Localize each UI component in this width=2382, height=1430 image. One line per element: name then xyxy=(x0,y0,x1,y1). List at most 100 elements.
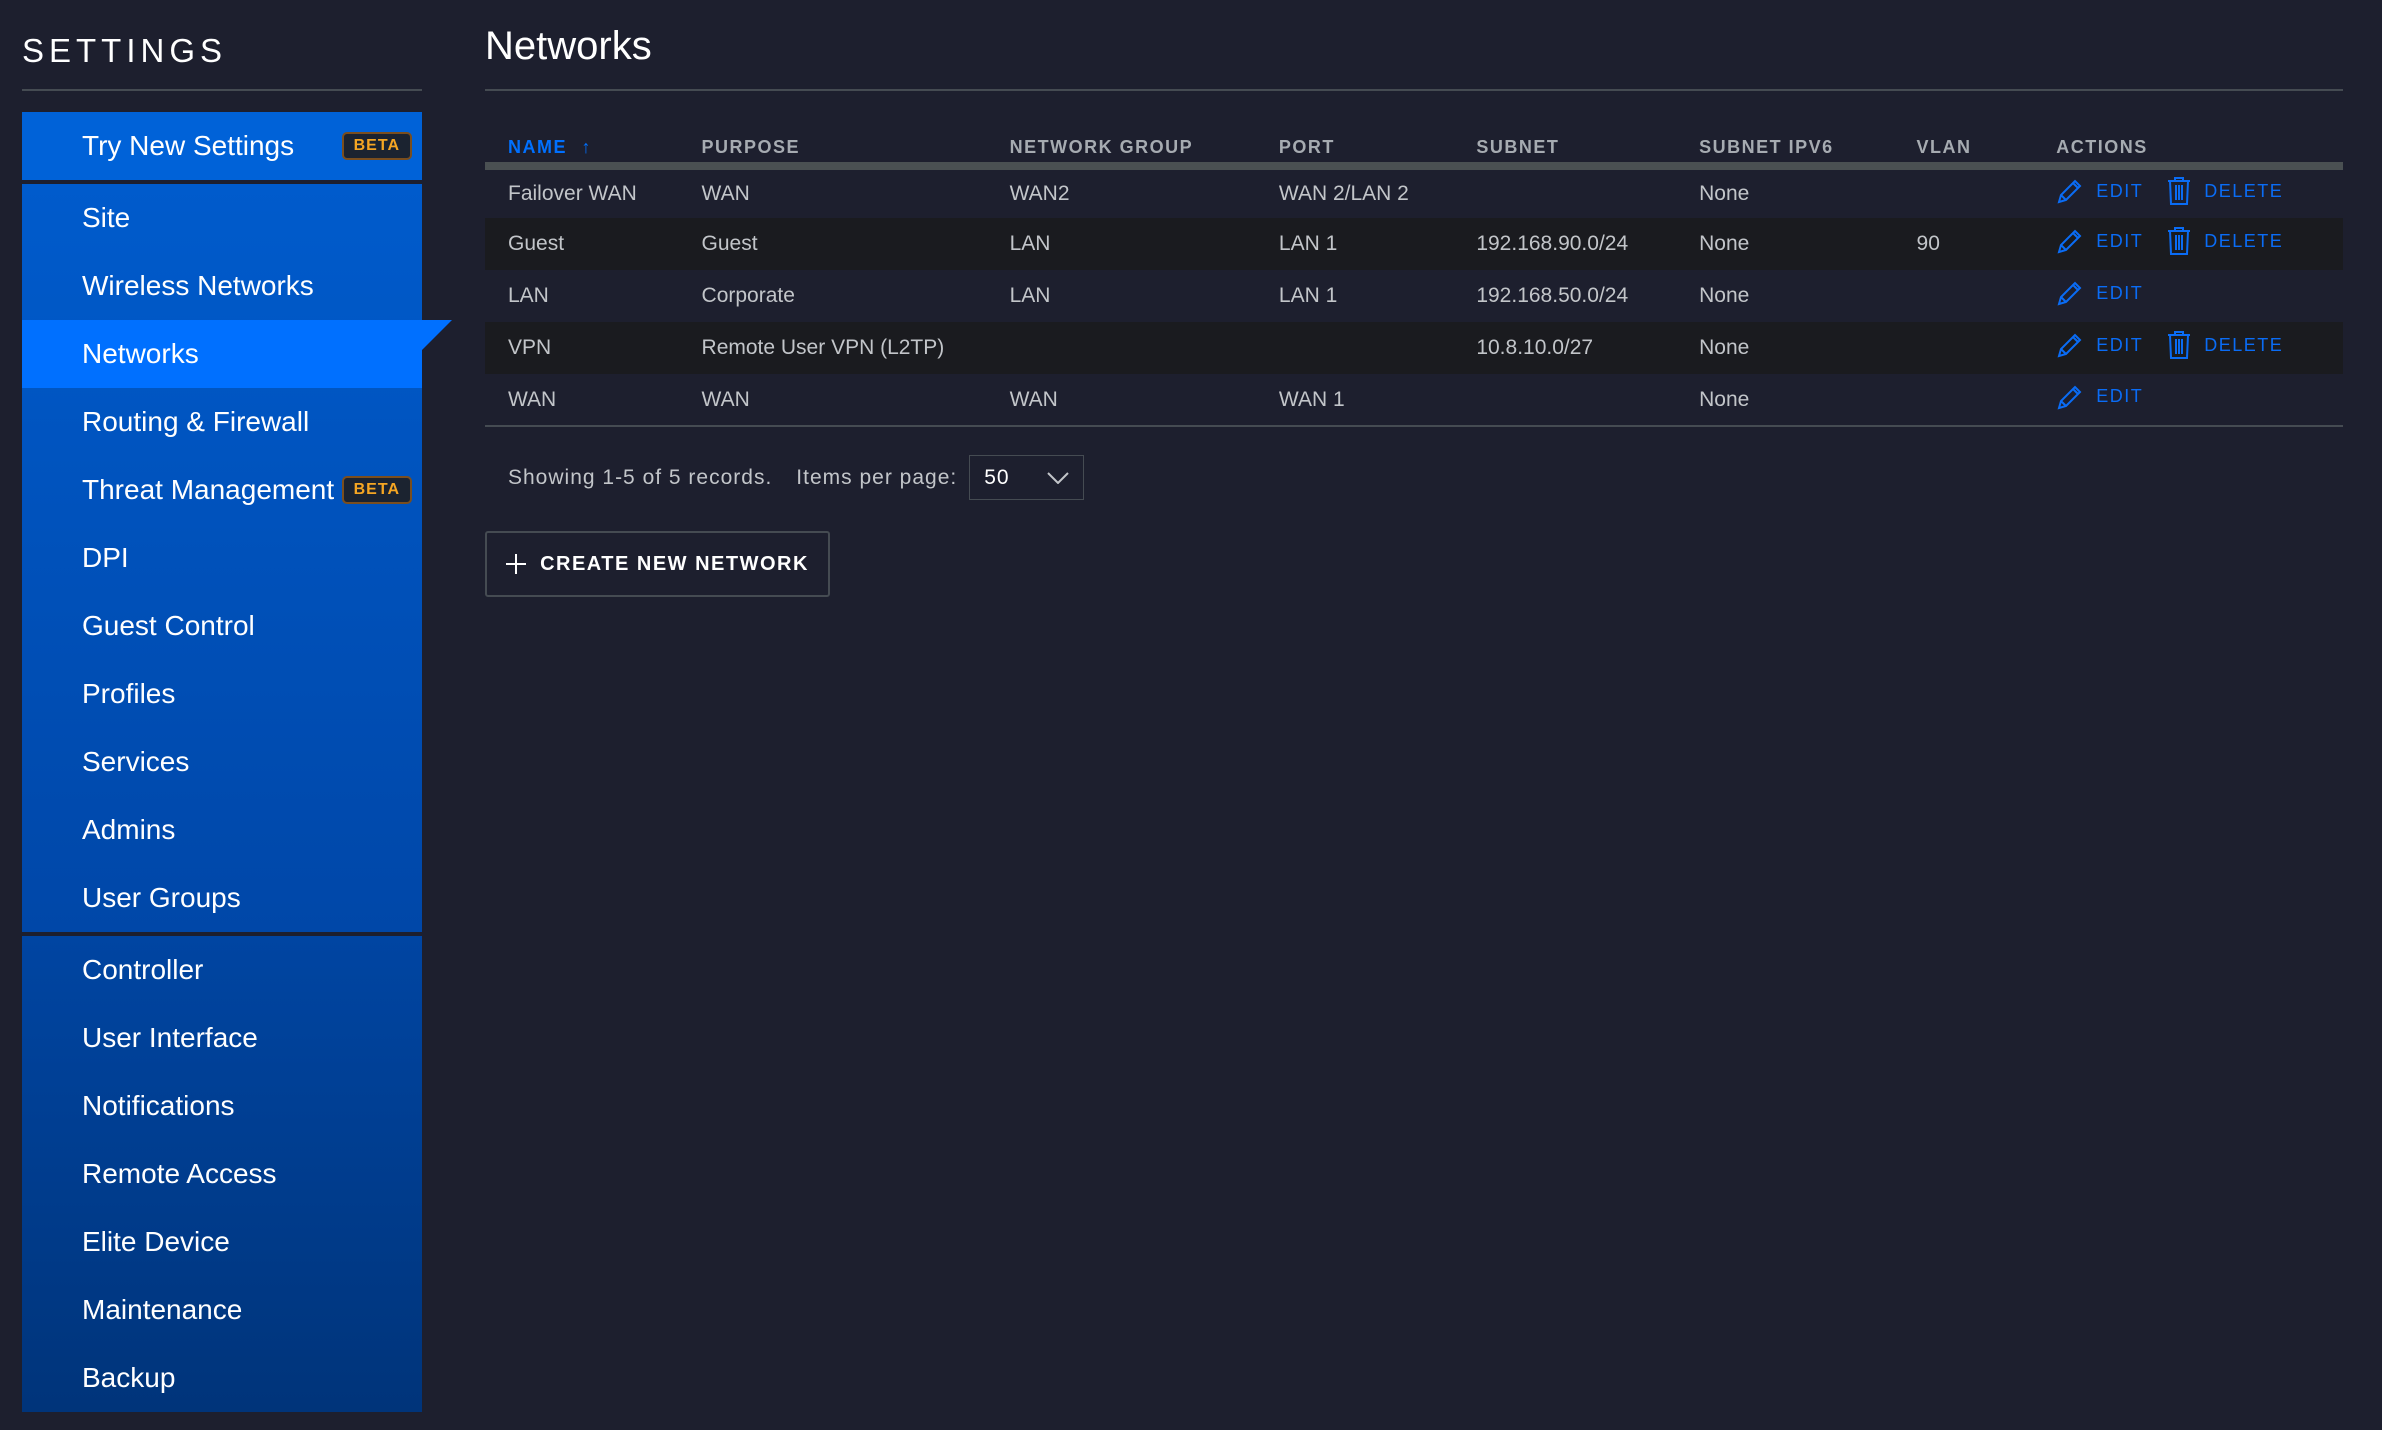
sidebar-item-maintenance[interactable]: Maintenance xyxy=(22,1276,422,1344)
records-count: Showing 1-5 of 5 records. xyxy=(508,465,773,489)
cell-group: WAN2 xyxy=(1009,182,1070,205)
cell-group: WAN xyxy=(986,374,1256,427)
create-new-network-button[interactable]: CREATE NEW NETWORK xyxy=(485,531,830,597)
sidebar-item-dpi[interactable]: DPI xyxy=(22,524,422,592)
sidebar-item-label: Controller xyxy=(82,954,204,985)
select-value: 50 xyxy=(984,465,1010,489)
sidebar-title: SETTINGS xyxy=(22,32,228,69)
delete-button[interactable]: DELETE xyxy=(2166,176,2283,206)
cell-vlan: 90 xyxy=(1893,218,2034,270)
sidebar-item-wireless-networks[interactable]: Wireless Networks xyxy=(22,252,422,320)
cell-name: Guest xyxy=(485,218,679,270)
items-per-page-label: Items per page: xyxy=(796,465,958,489)
sidebar-item-backup[interactable]: Backup xyxy=(22,1344,422,1412)
column-header-subnet[interactable]: SUBNET xyxy=(1453,128,1677,170)
cell-vlan xyxy=(1894,166,2034,218)
pencil-icon xyxy=(2057,333,2082,358)
edit-label: EDIT xyxy=(2096,180,2144,201)
sidebar-item-threat-management[interactable]: Threat Management BETA xyxy=(22,456,422,524)
column-header-network-group[interactable]: NETWORK GROUP xyxy=(986,128,1256,170)
column-label: PORT xyxy=(1278,137,1335,157)
sidebar-item-label: Wireless Networks xyxy=(82,270,314,301)
edit-button[interactable]: EDIT xyxy=(2056,177,2143,205)
edit-label: EDIT xyxy=(2096,386,2144,406)
button-label: CREATE NEW NETWORK xyxy=(540,552,809,575)
sidebar-item-notifications[interactable]: Notifications xyxy=(22,1072,422,1140)
cell-group: LAN xyxy=(986,218,1256,270)
column-header-vlan[interactable]: VLAN xyxy=(1893,128,2034,170)
cell-subnet: 192.168.90.0/24 xyxy=(1453,218,1677,270)
cell-purpose: Guest xyxy=(678,218,987,270)
beta-badge: BETA xyxy=(341,476,412,504)
cell-purpose: Remote User VPN (L2TP) xyxy=(678,322,987,374)
networks-table: NAME ↑ PURPOSE NETWORK GROUP PORT SUBNET SUBN… xyxy=(485,128,2343,427)
cell-ipv6: None xyxy=(1699,182,1750,205)
cell-name: VPN xyxy=(485,322,679,374)
sidebar-top-group: Try New Settings BETA xyxy=(22,112,422,180)
edit-button[interactable]: EDIT xyxy=(2056,279,2143,307)
sidebar-item-user-groups[interactable]: User Groups xyxy=(22,864,422,932)
column-header-purpose[interactable]: PURPOSE xyxy=(678,128,987,170)
sidebar-item-site[interactable]: Site xyxy=(22,184,422,252)
column-header-name[interactable]: NAME ↑ xyxy=(485,128,679,170)
sidebar-item-admins[interactable]: Admins xyxy=(22,796,422,864)
column-label: NAME xyxy=(508,137,567,157)
cell-port: LAN 1 xyxy=(1255,218,1454,270)
column-header-port[interactable]: PORT xyxy=(1255,128,1454,170)
column-label: SUBNET IPV6 xyxy=(1699,137,1834,157)
sidebar-item-elite-device[interactable]: Elite Device xyxy=(22,1208,422,1276)
sidebar-item-remote-access[interactable]: Remote Access xyxy=(22,1140,422,1208)
cell-ipv6: None xyxy=(1676,218,1894,270)
delete-button[interactable]: DELETE xyxy=(2166,330,2283,360)
cell-vlan xyxy=(1894,270,2034,322)
cell-ipv6: None xyxy=(1699,284,1750,307)
trash-icon xyxy=(2168,331,2191,359)
sidebar-item-label: Routing & Firewall xyxy=(82,406,310,437)
sidebar-controller-group: Controller User Interface Notifications Rem… xyxy=(22,936,422,1412)
sidebar-item-label: User Interface xyxy=(82,1022,258,1053)
edit-button[interactable]: EDIT xyxy=(2056,383,2143,411)
sidebar-item-label: Threat Management xyxy=(82,474,335,505)
column-label: ACTIONS xyxy=(2056,137,2148,157)
delete-button[interactable]: DELETE xyxy=(2166,226,2283,256)
sidebar-item-profiles[interactable]: Profiles xyxy=(22,660,422,728)
sidebar-item-routing-firewall[interactable]: Routing & Firewall xyxy=(22,388,422,456)
cell-name: WAN xyxy=(485,374,679,427)
sidebar-item-controller[interactable]: Controller xyxy=(22,936,422,1004)
sidebar-item-try-new-settings[interactable]: Try New Settings BETA xyxy=(22,112,422,180)
table-row: WAN WAN WAN WAN 1 None EDIT xyxy=(485,374,2343,427)
sidebar-item-label: Site xyxy=(82,202,131,233)
plus-icon xyxy=(506,554,527,574)
cell-purpose: WAN xyxy=(678,374,987,427)
items-per-page-select[interactable]: 50 xyxy=(969,455,1085,500)
sidebar-item-label: Notifications xyxy=(82,1090,235,1121)
chevron-down-icon xyxy=(1047,471,1069,484)
cell-group: LAN xyxy=(1009,284,1051,307)
sidebar-site-group: Site Wireless Networks Networks Routing & F… xyxy=(22,184,452,932)
column-label: SUBNET xyxy=(1476,137,1560,157)
pencil-icon xyxy=(2057,179,2082,204)
edit-label: EDIT xyxy=(2096,282,2144,303)
page-title: Networks xyxy=(485,24,652,68)
cell-port: WAN 1 xyxy=(1255,374,1454,427)
sidebar-item-label: Backup xyxy=(82,1362,176,1393)
sidebar-item-services[interactable]: Services xyxy=(22,728,422,796)
column-label: NETWORK GROUP xyxy=(1009,137,1194,157)
sidebar-item-networks[interactable]: Networks xyxy=(22,320,452,388)
edit-button[interactable]: EDIT xyxy=(2056,331,2143,359)
sidebar-item-user-interface[interactable]: User Interface xyxy=(22,1004,422,1072)
table-row: Failover WAN WAN WAN2 WAN 2/LAN 2 None EDIT DE… xyxy=(485,166,2343,218)
pencil-icon xyxy=(2057,229,2082,254)
cell-ipv6: None xyxy=(1676,322,1894,374)
pagination: Showing 1-5 of 5 records. Items per page… xyxy=(508,455,1085,500)
sidebar-item-label: User Groups xyxy=(82,882,241,913)
edit-button[interactable]: EDIT xyxy=(2056,227,2143,255)
column-header-actions[interactable]: ACTIONS xyxy=(2033,128,2343,170)
delete-label: DELETE xyxy=(2204,180,2284,201)
table-row: LAN Corporate LAN LAN 1 192.168.50.0/24 None E… xyxy=(485,270,2343,322)
sidebar-item-guest-control[interactable]: Guest Control xyxy=(22,592,422,660)
sidebar-item-label: Services xyxy=(82,746,190,777)
pencil-icon xyxy=(2057,385,2082,409)
column-header-subnet-ipv6[interactable]: SUBNET IPV6 xyxy=(1676,128,1894,170)
cell-purpose: Corporate xyxy=(701,284,795,307)
